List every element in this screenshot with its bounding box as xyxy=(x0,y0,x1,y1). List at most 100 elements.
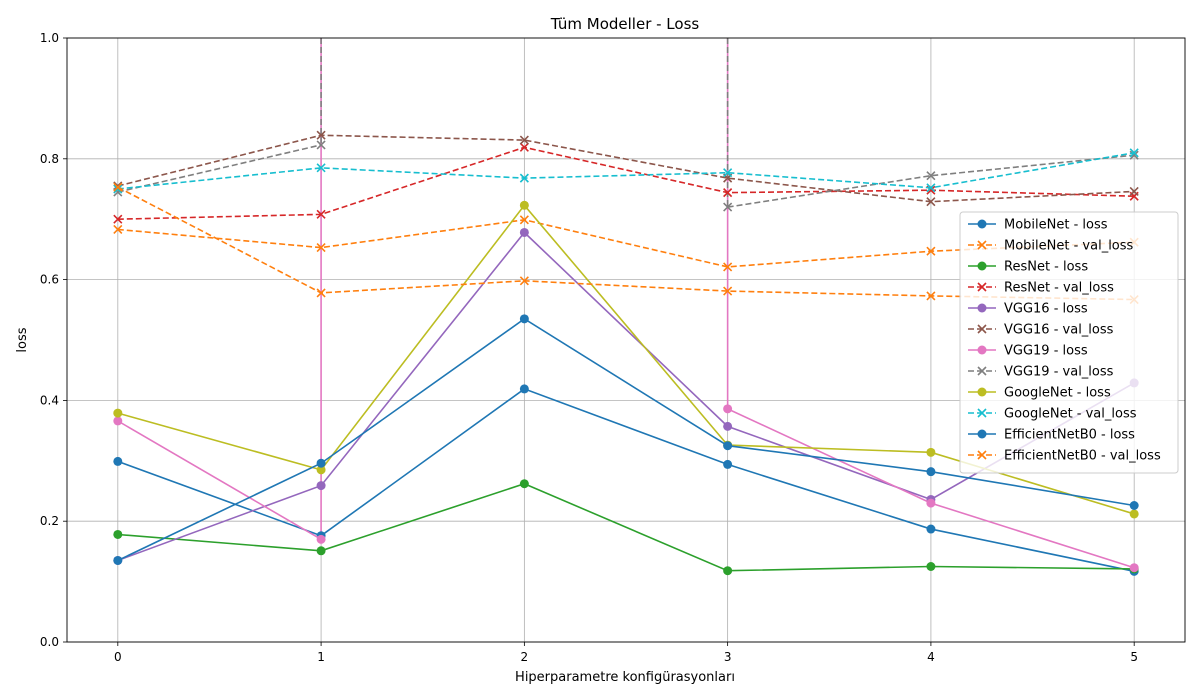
legend-item: EfficientNetB0 - loss xyxy=(968,428,1135,443)
legend-item: GoogleNet - loss xyxy=(968,386,1111,401)
data-point xyxy=(519,200,529,210)
data-point xyxy=(926,524,936,534)
data-point xyxy=(723,168,733,178)
legend-marker xyxy=(977,345,987,355)
data-point xyxy=(316,458,326,468)
data-point xyxy=(316,288,326,298)
legend-marker xyxy=(977,408,987,418)
data-point xyxy=(723,286,733,296)
data-point xyxy=(519,479,529,489)
series-line xyxy=(117,146,1135,220)
data-point xyxy=(926,562,936,571)
legend-item: VGG16 - loss xyxy=(968,302,1088,317)
legend-item: MobileNet - val_loss xyxy=(968,239,1134,254)
data-point xyxy=(316,534,326,544)
data-point xyxy=(113,408,123,418)
legend-marker xyxy=(977,282,987,292)
legend-item: EfficientNetB0 - val_loss xyxy=(968,449,1161,464)
y-tick-label: 0.2 xyxy=(40,514,59,528)
data-point xyxy=(723,421,733,431)
data-point xyxy=(113,416,123,426)
data-point xyxy=(113,184,123,194)
data-point xyxy=(926,197,936,207)
legend-item: GoogleNet - val_loss xyxy=(968,407,1137,422)
legend-item: ResNet - val_loss xyxy=(968,281,1114,296)
series-group xyxy=(113,148,1139,194)
x-tick-label: 2 xyxy=(521,650,529,664)
data-point xyxy=(113,214,123,224)
data-point xyxy=(926,498,936,508)
data-point xyxy=(926,447,936,457)
data-point xyxy=(519,215,529,225)
data-point xyxy=(113,529,123,539)
data-point xyxy=(519,276,529,286)
data-point xyxy=(926,246,936,256)
legend-marker xyxy=(977,261,987,271)
series-line xyxy=(117,231,1135,562)
data-point xyxy=(316,481,326,491)
axes-frame xyxy=(66,37,1186,643)
x-tick-label: 5 xyxy=(1130,650,1138,664)
legend-marker xyxy=(977,324,987,334)
legend-label: VGG16 - loss xyxy=(1004,302,1088,317)
data-point xyxy=(723,459,733,469)
legend: MobileNet - loss MobileNet - val_loss ResN… xyxy=(959,211,1179,474)
data-point xyxy=(316,130,326,140)
series-line xyxy=(727,154,1135,208)
series-line xyxy=(117,144,322,193)
data-point xyxy=(519,227,529,237)
legend-marker xyxy=(977,240,987,250)
data-point xyxy=(316,546,326,556)
series-group xyxy=(113,314,1139,565)
axis-ticks: 0 1 2 3 4 5 0.0 0.2 0.4 0.6 0.8 1.0 xyxy=(40,31,1138,664)
legend-label: EfficientNetB0 - val_loss xyxy=(1004,449,1161,464)
legend-marker xyxy=(977,303,987,313)
legend-label: GoogleNet - val_loss xyxy=(1004,407,1137,422)
series-group xyxy=(113,140,1139,212)
x-axis-label: Hiperparametre konfigürasyonları xyxy=(515,670,735,685)
data-point xyxy=(113,456,123,466)
data-point xyxy=(723,188,733,198)
x-tick-label: 1 xyxy=(317,650,325,664)
legend-marker xyxy=(977,219,987,229)
data-point xyxy=(723,202,733,212)
series-line xyxy=(117,420,322,541)
y-tick-label: 0.8 xyxy=(40,152,59,166)
legend-label: GoogleNet - loss xyxy=(1004,386,1111,401)
series-group xyxy=(113,479,1139,576)
data-point xyxy=(723,262,733,272)
legend-label: EfficientNetB0 - loss xyxy=(1004,428,1135,443)
plot-frame xyxy=(66,37,1186,643)
legend-label: VGG16 - val_loss xyxy=(1004,323,1114,338)
x-tick-label: 3 xyxy=(724,650,732,664)
data-point xyxy=(723,566,733,576)
chart-title: Tüm Modeller - Loss xyxy=(550,15,700,33)
data-point xyxy=(316,465,326,475)
data-point xyxy=(519,173,529,183)
data-point xyxy=(519,142,529,152)
y-axis-label: loss xyxy=(15,327,30,352)
data-point xyxy=(316,243,326,253)
data-point xyxy=(1129,186,1139,196)
data-point xyxy=(1129,500,1139,510)
data-point xyxy=(926,183,936,193)
series-line xyxy=(117,388,1135,573)
legend-item: VGG19 - loss xyxy=(968,344,1088,359)
series-group xyxy=(113,142,1139,224)
data-point xyxy=(723,404,733,414)
data-point xyxy=(1129,509,1139,519)
legend-label: VGG19 - loss xyxy=(1004,344,1088,359)
legend-marker xyxy=(977,429,987,439)
data-point xyxy=(316,209,326,219)
data-point xyxy=(519,135,529,145)
legend-marker xyxy=(977,366,987,376)
legend-marker xyxy=(977,387,987,397)
data-point xyxy=(1129,148,1139,158)
legend-item: MobileNet - loss xyxy=(968,218,1108,233)
legend-label: ResNet - loss xyxy=(1004,260,1088,275)
data-point xyxy=(519,314,529,324)
legend-marker xyxy=(977,450,987,460)
legend-label: VGG19 - val_loss xyxy=(1004,365,1114,380)
